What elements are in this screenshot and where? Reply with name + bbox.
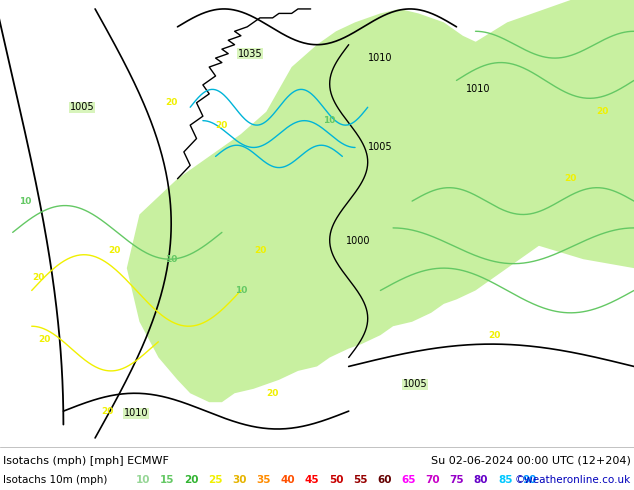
Text: 1000: 1000: [346, 236, 370, 246]
Text: 30: 30: [232, 475, 247, 485]
Text: 15: 15: [160, 475, 174, 485]
Text: 60: 60: [377, 475, 392, 485]
Text: ©weatheronline.co.uk: ©weatheronline.co.uk: [515, 475, 631, 485]
Text: 35: 35: [256, 475, 271, 485]
Text: 20: 20: [266, 389, 279, 398]
Text: 20: 20: [596, 107, 609, 116]
Text: 20: 20: [165, 98, 178, 107]
Text: 20: 20: [488, 331, 501, 340]
Text: 1005: 1005: [368, 143, 392, 152]
Text: 1035: 1035: [238, 49, 262, 59]
Text: 10: 10: [323, 116, 336, 125]
Text: Su 02-06-2024 00:00 UTC (12+204): Su 02-06-2024 00:00 UTC (12+204): [431, 456, 631, 466]
Text: 55: 55: [353, 475, 368, 485]
Text: 1005: 1005: [70, 102, 94, 112]
Text: 65: 65: [401, 475, 416, 485]
Text: 45: 45: [304, 475, 319, 485]
Text: 50: 50: [329, 475, 343, 485]
Text: 20: 20: [254, 246, 266, 255]
Text: 10: 10: [19, 196, 32, 206]
Text: 20: 20: [108, 246, 120, 255]
Text: Isotachs (mph) [mph] ECMWF: Isotachs (mph) [mph] ECMWF: [3, 456, 169, 466]
Polygon shape: [127, 9, 634, 402]
Text: 25: 25: [208, 475, 223, 485]
Text: 20: 20: [184, 475, 198, 485]
Polygon shape: [412, 112, 634, 268]
Text: 1005: 1005: [403, 379, 427, 390]
Text: 70: 70: [425, 475, 440, 485]
Text: 40: 40: [280, 475, 295, 485]
Text: 80: 80: [474, 475, 488, 485]
Text: 20: 20: [216, 121, 228, 130]
Text: 10: 10: [136, 475, 150, 485]
Text: 10: 10: [165, 255, 178, 264]
Polygon shape: [456, 0, 634, 112]
Text: 20: 20: [32, 272, 44, 282]
Text: 10: 10: [235, 286, 247, 295]
Text: 20: 20: [564, 174, 577, 183]
Text: 20: 20: [101, 407, 114, 416]
Text: 90: 90: [522, 475, 536, 485]
Text: 1010: 1010: [467, 84, 491, 95]
Text: 20: 20: [38, 335, 51, 344]
Text: 1010: 1010: [124, 408, 148, 418]
Text: Isotachs 10m (mph): Isotachs 10m (mph): [3, 475, 108, 485]
Text: 75: 75: [450, 475, 464, 485]
Text: 1010: 1010: [368, 53, 392, 63]
Text: 85: 85: [498, 475, 512, 485]
